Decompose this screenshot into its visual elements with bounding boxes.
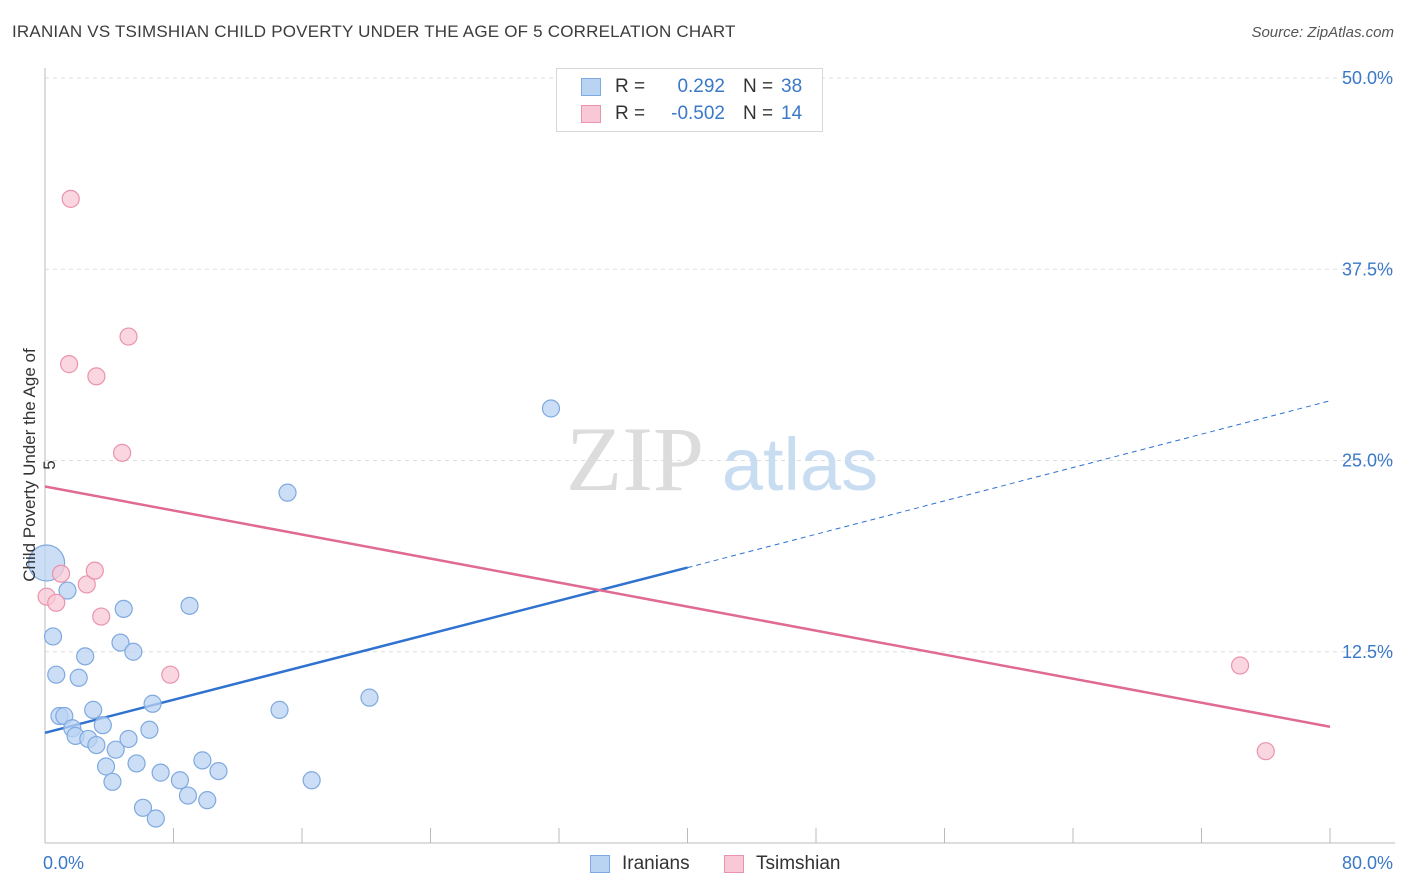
data-points (28, 189, 1275, 828)
tsimshian-point (59, 355, 79, 374)
x-tick-label: 0.0% (43, 853, 84, 873)
iranian-point (302, 771, 321, 790)
iranians-trend-extension (687, 400, 1331, 569)
iranian-point (124, 642, 143, 661)
x-tick-label: 80.0% (1342, 853, 1393, 873)
chart-title: IRANIAN VS TSIMSHIAN CHILD POVERTY UNDER… (12, 22, 736, 41)
tsimshian-point (47, 593, 66, 612)
tsimshian-trend-line (44, 485, 1331, 728)
tsimshian-point (51, 564, 71, 583)
iranian-point (180, 596, 199, 615)
iranian-point (93, 716, 112, 735)
iranians-legend-swatch (590, 855, 610, 873)
iranian-point (43, 627, 63, 646)
r-label: R = (615, 103, 646, 124)
iranian-point (96, 757, 116, 776)
source-credit: Source: ZipAtlas.com (1251, 24, 1394, 41)
iranian-point (58, 581, 77, 600)
tsimshian-legend-label: Tsimshian (756, 853, 841, 874)
tsimshian-point (61, 189, 80, 208)
y-axis-label: Child Poverty Under the Age of 5 (20, 348, 59, 582)
iranian-point (69, 668, 88, 687)
n-value: 38 (781, 76, 803, 97)
iranian-point (193, 751, 212, 770)
grid-lines (45, 77, 1395, 653)
iranian-point (170, 771, 190, 790)
iranian-point (146, 809, 165, 828)
iranian-point (103, 772, 122, 791)
iranian-point (178, 786, 198, 805)
watermark-atlas: atlas (722, 423, 878, 506)
iranian-point (143, 694, 162, 713)
tsimshian-point (85, 561, 104, 580)
tsimshian-point (92, 607, 111, 626)
tsimshian-point (161, 665, 180, 684)
iranian-point (140, 720, 159, 739)
series-legend-tsimshian[interactable]: Tsimshian (724, 852, 840, 876)
series-legend-iranians[interactable]: Iranians (590, 852, 690, 876)
iranian-point (360, 688, 379, 707)
iranians-legend-label: Iranians (622, 853, 690, 874)
iranians-swatch (581, 78, 601, 96)
r-label: R = (615, 76, 646, 97)
axes (44, 68, 1395, 844)
legend-row-iranians: R = 0.292 N = 38 (581, 75, 802, 99)
tsimshian-point (1256, 742, 1275, 761)
tsimshian-point (77, 575, 96, 594)
y-tick-label: 25.0% (1342, 451, 1393, 471)
tsimshian-point (1230, 656, 1250, 675)
n-label: N = (743, 76, 774, 97)
tsimshian-swatch (581, 105, 601, 123)
tsimshian-point (119, 327, 138, 346)
tsimshian-legend-swatch (724, 855, 744, 873)
tsimshian-point (112, 443, 132, 462)
watermark-zip: ZIP (566, 408, 704, 510)
n-value: 14 (781, 103, 803, 124)
y-tick-label: 50.0% (1342, 68, 1393, 88)
iranian-point (133, 798, 153, 817)
iranian-point (541, 399, 561, 418)
watermark: ZIP atlas (566, 408, 878, 510)
iranian-point (47, 665, 66, 684)
iranian-point (198, 791, 217, 810)
iranian-point (209, 761, 228, 781)
y-tick-label: 12.5% (1342, 642, 1393, 662)
y-tick-label: 37.5% (1342, 259, 1393, 279)
legend-row-tsimshian: R = -0.502 N = 14 (581, 102, 802, 126)
iranian-point (87, 735, 106, 755)
tick-labels: 12.5% 25.0% 37.5% 50.0% 0.0% 80.0% (43, 68, 1393, 873)
correlation-legend: R = 0.292 N = 38 R = -0.502 N = 14 (556, 68, 823, 132)
iranian-point (151, 763, 170, 782)
tsimshian-point (87, 367, 106, 386)
iranian-point (127, 754, 146, 773)
iranian-point (278, 483, 297, 502)
iranian-point (111, 633, 130, 652)
iranian-point (270, 700, 289, 719)
iranian-point (114, 599, 133, 619)
iranian-point (76, 647, 95, 666)
iranian-point (119, 729, 138, 749)
iranian-point (84, 700, 103, 719)
n-label: N = (743, 103, 774, 124)
r-value: 0.292 (677, 76, 725, 97)
r-value: -0.502 (671, 103, 725, 124)
iranian-point (106, 740, 125, 759)
